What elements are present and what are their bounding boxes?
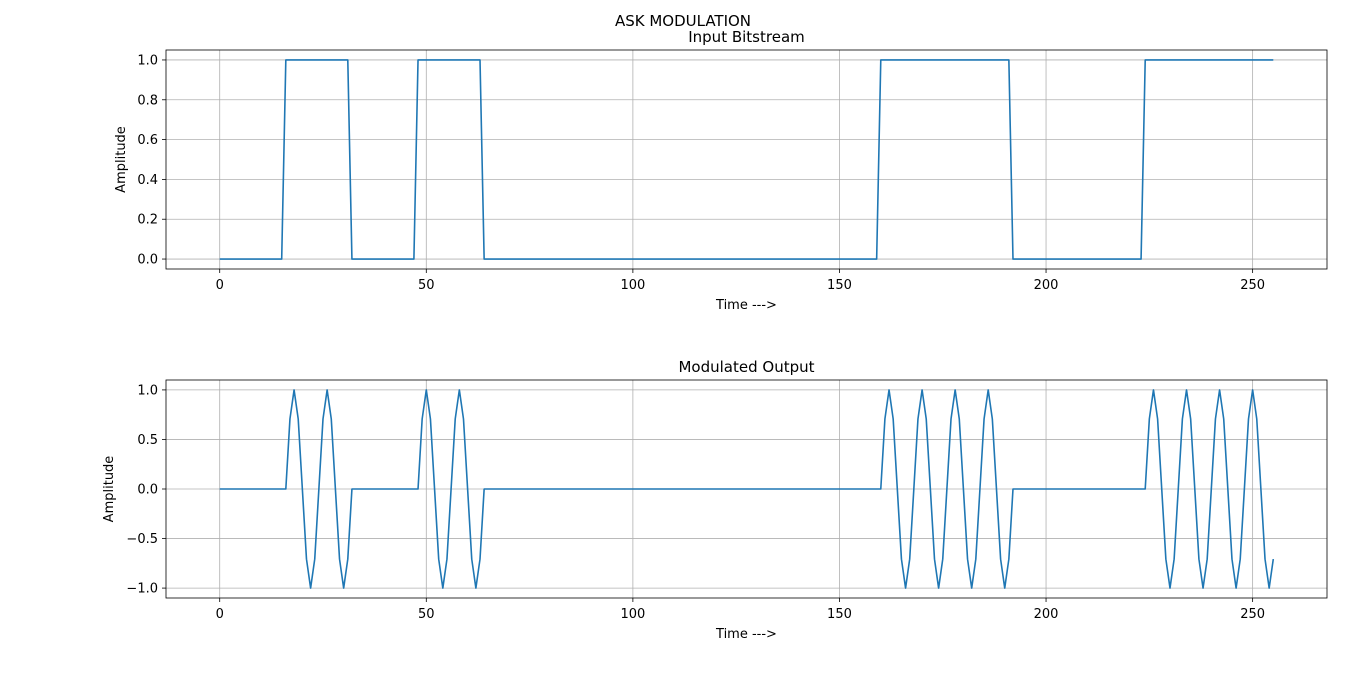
axes-title: Modulated Output	[678, 358, 814, 376]
x-tick-label: 0	[216, 278, 224, 293]
y-tick-label: 0.2	[137, 213, 158, 228]
axes-title: Input Bitstream	[688, 28, 805, 46]
x-tick-label: 100	[620, 278, 645, 293]
y-tick-label: 0.4	[137, 173, 158, 188]
x-axis-label: Time --->	[715, 298, 777, 313]
x-tick-label: 50	[418, 278, 435, 293]
y-tick-label: 1.0	[137, 53, 158, 68]
modulated-output-axes: 0 50 100 150 200 250 −1.0 −0.5 0.0 0.5 1.0 Modulate…	[102, 358, 1328, 642]
y-tick-label: 0.8	[137, 93, 158, 108]
figure-suptitle: ASK MODULATION	[615, 12, 751, 30]
x-tick-label: 250	[1240, 607, 1265, 622]
y-axis-label: Amplitude	[114, 126, 129, 193]
y-tick-label: 1.0	[137, 383, 158, 398]
y-tick-label: 0.6	[137, 133, 158, 148]
x-tick-label: 150	[827, 607, 852, 622]
x-axis-label: Time --->	[715, 627, 777, 642]
x-tick-label: 200	[1034, 278, 1059, 293]
y-tick-label: 0.0	[137, 483, 158, 498]
x-tick-label: 0	[216, 607, 224, 622]
input-bitstream-axes: 0 50 100 150 200 250 0.0 0.2 0.4 0.6 0.8 1.0 Input B…	[114, 28, 1328, 313]
axes-frame	[165, 49, 1328, 270]
y-axis-label: Amplitude	[102, 456, 117, 523]
x-tick-label: 200	[1034, 607, 1059, 622]
y-tick-label: −1.0	[126, 582, 158, 597]
y-tick-label: 0.0	[137, 253, 158, 268]
series-line	[219, 389, 1275, 589]
series-line	[219, 59, 1274, 260]
x-tick-label: 250	[1240, 278, 1265, 293]
y-tick-label: −0.5	[126, 532, 158, 547]
x-tick-label: 150	[827, 278, 852, 293]
x-tick-label: 100	[620, 607, 645, 622]
y-tick-label: 0.5	[137, 433, 158, 448]
x-tick-label: 50	[418, 607, 435, 622]
